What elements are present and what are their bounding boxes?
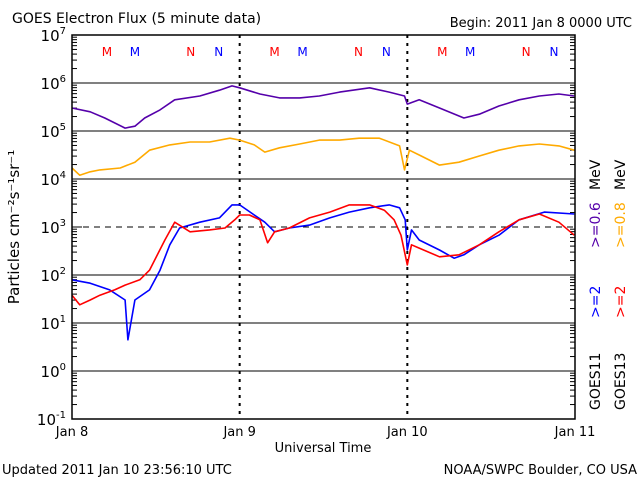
marker-label: M bbox=[102, 45, 112, 59]
x-tick-labels: Jan 8 Jan 9 Jan 10 Jan 11 bbox=[55, 425, 596, 440]
marker-label: N bbox=[382, 45, 391, 59]
y-tick-label: 102 bbox=[41, 266, 66, 285]
series-lines bbox=[71, 85, 575, 341]
y-tick-label: 101 bbox=[41, 314, 66, 333]
y-tick-label: 10-1 bbox=[37, 410, 66, 429]
y-tick-label: 105 bbox=[41, 122, 66, 141]
legend-text: GOES11 bbox=[588, 353, 604, 410]
marker-label: N bbox=[522, 45, 531, 59]
legend: GOES11 >=2 >=0.6 MeV GOES13 >=2 >=0.8 MeV bbox=[588, 159, 629, 410]
legend-text: >=2 bbox=[588, 286, 604, 318]
begin-time: Begin: 2011 Jan 8 0000 UTC bbox=[450, 16, 632, 31]
axis-ticks bbox=[72, 34, 575, 420]
marker-label: M bbox=[297, 45, 307, 59]
grid-lines bbox=[72, 35, 575, 419]
y-tick-labels: 107 106 105 104 103 102 101 100 10-1 bbox=[37, 26, 66, 429]
marker-label: N bbox=[214, 45, 223, 59]
y-axis-label: Particles cm⁻²s⁻¹sr⁻¹ bbox=[5, 150, 23, 304]
chart-title: GOES Electron Flux (5 minute data) bbox=[12, 11, 261, 27]
legend-text: GOES13 bbox=[613, 353, 629, 410]
series-line bbox=[71, 204, 575, 306]
legend-text: MeV bbox=[588, 159, 604, 190]
marker-label: N bbox=[550, 45, 559, 59]
marker-label: N bbox=[354, 45, 363, 59]
updated-time: Updated 2011 Jan 10 23:56:10 UTC bbox=[2, 463, 232, 478]
marker-label: M bbox=[130, 45, 140, 59]
y-tick-label: 104 bbox=[41, 170, 66, 189]
marker-label: M bbox=[465, 45, 475, 59]
series-line bbox=[71, 137, 575, 176]
marker-label: N bbox=[186, 45, 195, 59]
y-tick-label: 107 bbox=[41, 26, 66, 45]
marker-label: M bbox=[437, 45, 447, 59]
marker-label: M bbox=[269, 45, 279, 59]
x-tick-label: Jan 8 bbox=[55, 425, 88, 440]
credit: NOAA/SWPC Boulder, CO USA bbox=[444, 463, 637, 478]
y-tick-label: 103 bbox=[41, 218, 66, 237]
legend-text: >=2 bbox=[613, 286, 629, 318]
plot-frame bbox=[71, 34, 576, 420]
series-line bbox=[71, 204, 575, 341]
legend-text: >=0.8 bbox=[613, 202, 629, 248]
legend-text: >=0.6 bbox=[588, 202, 604, 248]
x-tick-label: Jan 11 bbox=[554, 425, 596, 440]
x-tick-label: Jan 9 bbox=[222, 425, 255, 440]
legend-text: MeV bbox=[613, 159, 629, 190]
y-tick-label: 100 bbox=[41, 362, 66, 381]
x-axis-label: Universal Time bbox=[275, 441, 372, 456]
x-tick-label: Jan 10 bbox=[386, 425, 428, 440]
series-line bbox=[71, 85, 575, 129]
y-tick-label: 106 bbox=[41, 74, 66, 93]
